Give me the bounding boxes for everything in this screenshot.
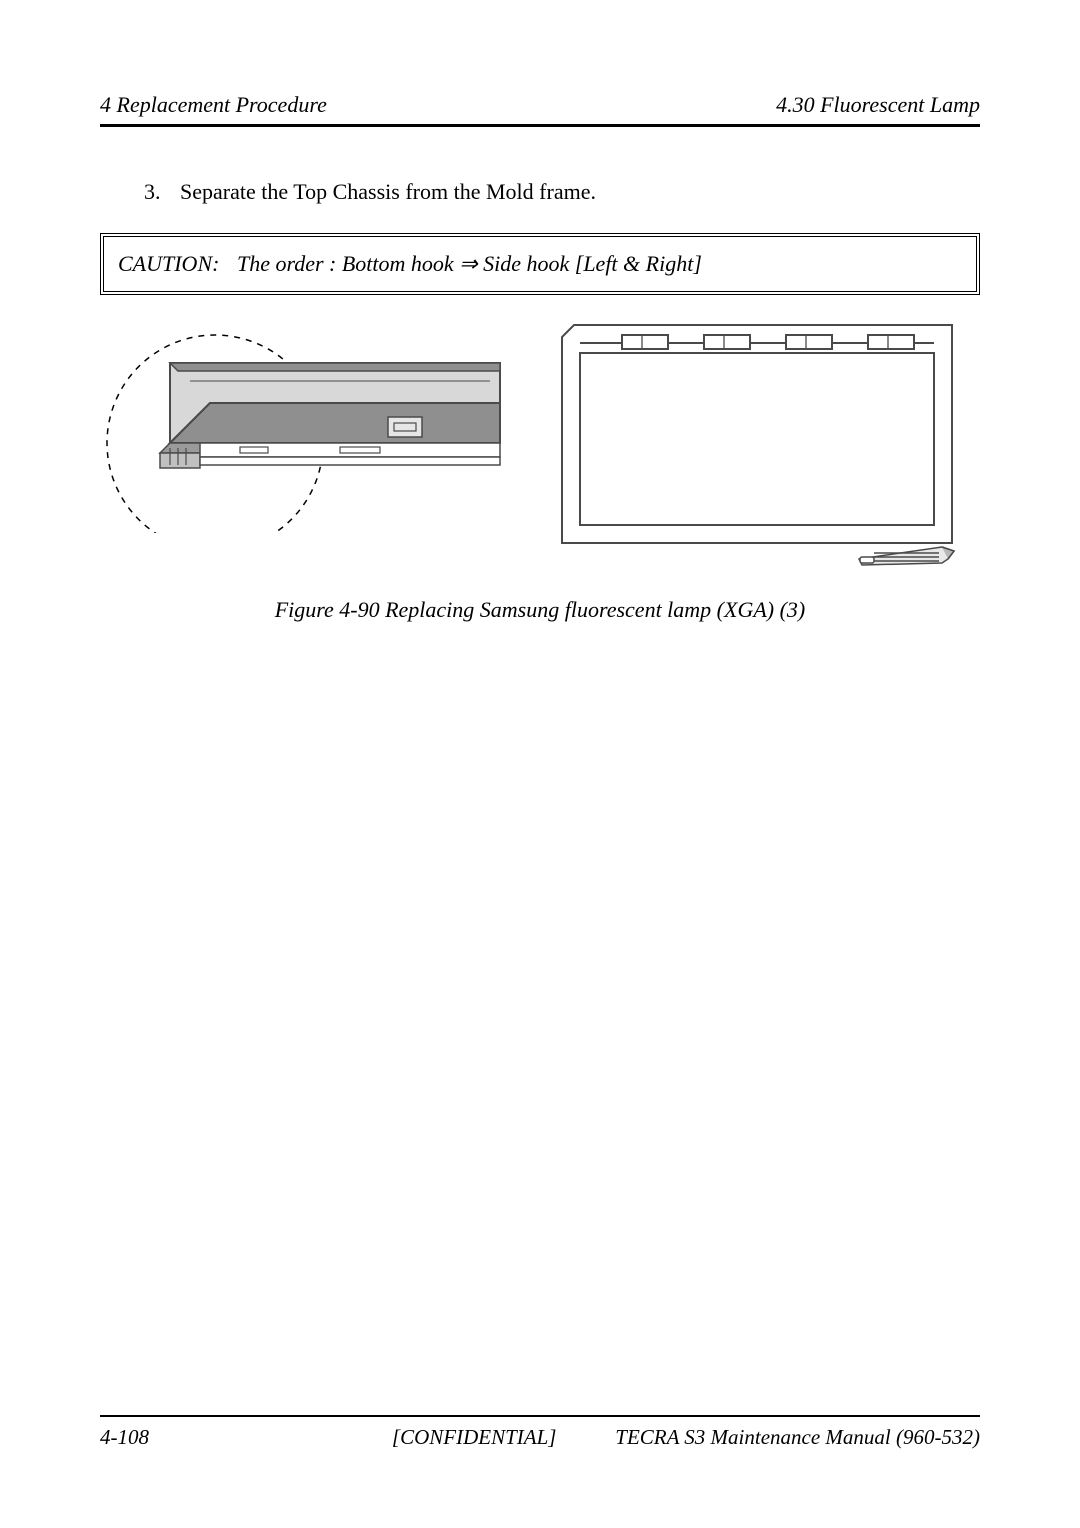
footer-manual-title: TECRA S3 Maintenance Manual (960-532) <box>615 1425 980 1450</box>
figures-row <box>100 313 980 573</box>
page-header: 4 Replacement Procedure 4.30 Fluorescent… <box>100 92 980 127</box>
caution-text: The order : Bottom hook ⇒ Side hook [Lef… <box>237 251 702 276</box>
diagram-left <box>100 313 520 533</box>
diagram-right <box>544 313 964 573</box>
footer-page-number: 4-108 <box>100 1425 149 1450</box>
caution-box: CAUTION: The order : Bottom hook ⇒ Side … <box>100 233 980 295</box>
step-text: Separate the Top Chassis from the Mold f… <box>180 179 596 205</box>
step-number: 3. <box>144 179 180 205</box>
figure-caption: Figure 4-90 Replacing Samsung fluorescen… <box>100 597 980 623</box>
page: 4 Replacement Procedure 4.30 Fluorescent… <box>0 0 1080 1528</box>
content-area: 3. Separate the Top Chassis from the Mol… <box>100 179 980 623</box>
caution-label: CAUTION: <box>118 251 219 276</box>
header-right: 4.30 Fluorescent Lamp <box>776 92 980 118</box>
footer-confidential: [CONFIDENTIAL] <box>392 1425 557 1450</box>
arrow-icon: ⇒ <box>459 251 477 276</box>
page-footer: 4-108 [CONFIDENTIAL] TECRA S3 Maintenanc… <box>100 1415 980 1450</box>
header-left: 4 Replacement Procedure <box>100 92 327 118</box>
step-line: 3. Separate the Top Chassis from the Mol… <box>144 179 980 205</box>
